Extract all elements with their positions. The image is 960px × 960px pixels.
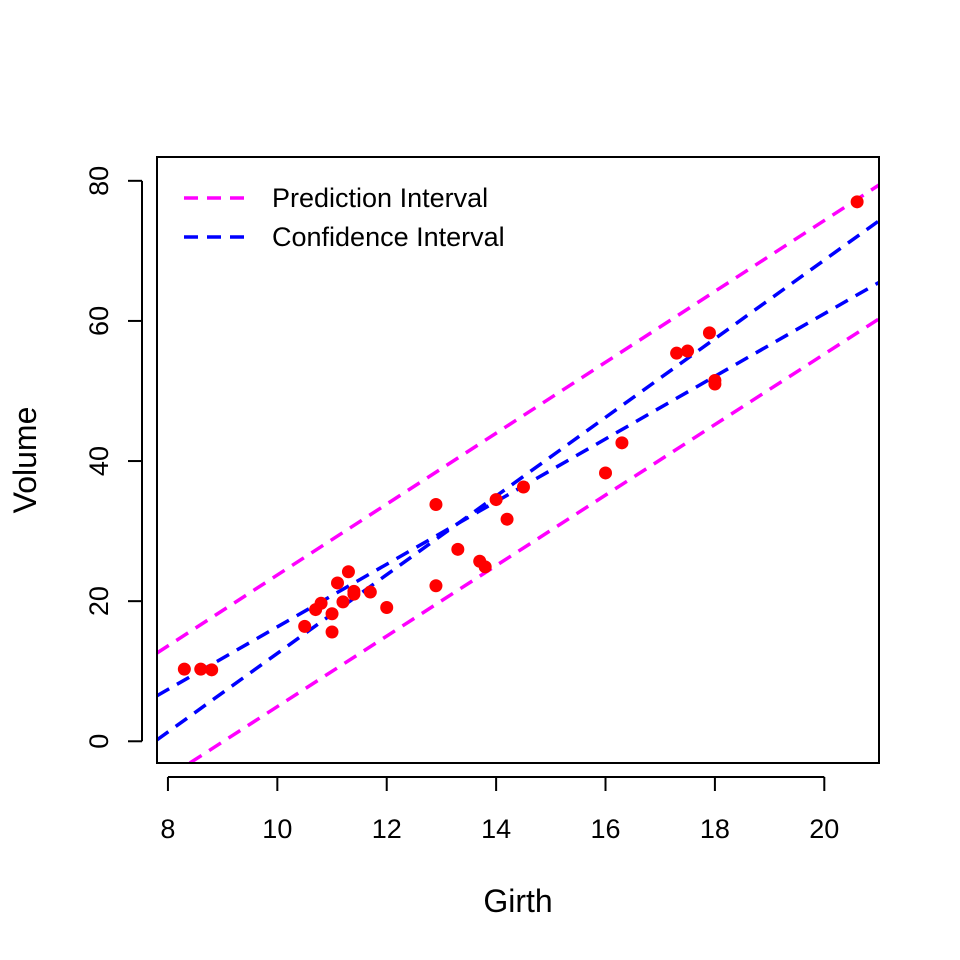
data-point (516, 480, 530, 494)
data-point (331, 576, 344, 590)
data-point (298, 619, 312, 633)
legend-label-confidence: Confidence Interval (272, 222, 505, 252)
data-point (599, 466, 613, 480)
data-point (314, 596, 328, 610)
data-point (670, 346, 684, 360)
points-layer (177, 195, 864, 677)
legend: Prediction Interval Confidence Interval (184, 183, 505, 252)
legend-label-prediction: Prediction Interval (272, 183, 488, 213)
data-point (341, 565, 355, 579)
data-point (681, 344, 695, 358)
data-point (336, 595, 350, 609)
data-point (708, 377, 722, 391)
data-point (850, 195, 864, 209)
y-tick-label: 40 (84, 446, 114, 476)
data-point (489, 493, 503, 507)
y-axis-label: Volume (7, 407, 43, 514)
y-axis: 0 20 40 60 80 (84, 166, 143, 749)
data-point (429, 579, 443, 593)
data-point (347, 584, 361, 598)
data-point (429, 497, 443, 511)
data-point (194, 662, 208, 676)
data-point (325, 625, 339, 639)
interval-line-prediction-0 (157, 183, 879, 655)
y-tick-label: 80 (84, 166, 114, 196)
x-tick-label: 16 (590, 814, 620, 844)
data-point (478, 560, 492, 574)
data-point (615, 436, 629, 450)
y-tick-label: 0 (84, 734, 114, 749)
data-point (205, 663, 219, 677)
x-tick-label: 8 (160, 814, 175, 844)
data-point (500, 512, 514, 526)
x-axis: 8 10 12 14 16 18 20 (160, 776, 839, 844)
data-point (451, 542, 465, 556)
y-tick-label: 60 (84, 306, 114, 336)
data-point (363, 585, 377, 599)
x-tick-label: 10 (262, 814, 292, 844)
y-tick-label: 20 (84, 586, 114, 616)
x-tick-label: 12 (372, 814, 402, 844)
x-tick-label: 18 (700, 814, 730, 844)
data-point (325, 607, 339, 621)
x-tick-label: 14 (481, 814, 511, 844)
x-axis-label: Girth (483, 883, 552, 919)
interval-line-confidence-3 (157, 219, 879, 742)
data-point (702, 326, 716, 340)
x-tick-label: 20 (809, 814, 839, 844)
data-point (177, 662, 191, 676)
plot-frame (156, 156, 880, 764)
data-point (380, 600, 394, 614)
